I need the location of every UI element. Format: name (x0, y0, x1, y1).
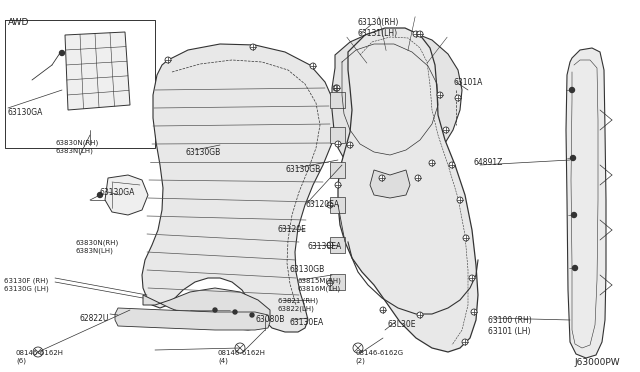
Circle shape (570, 155, 575, 160)
Text: 63830N(RH)
6383N(LH): 63830N(RH) 6383N(LH) (55, 140, 99, 154)
Circle shape (334, 85, 340, 91)
Polygon shape (370, 170, 410, 198)
Polygon shape (115, 308, 270, 330)
Polygon shape (105, 175, 148, 215)
Polygon shape (330, 162, 345, 178)
Circle shape (380, 307, 386, 313)
Circle shape (463, 235, 469, 241)
Circle shape (310, 63, 316, 69)
Text: 63100 (RH)
63101 (LH): 63100 (RH) 63101 (LH) (488, 316, 532, 336)
Circle shape (413, 31, 419, 37)
Text: 63130GA: 63130GA (100, 188, 136, 197)
Circle shape (462, 339, 468, 345)
Circle shape (250, 313, 254, 317)
Text: 63130GB: 63130GB (185, 148, 220, 157)
Polygon shape (332, 30, 462, 178)
Text: 64891Z: 64891Z (473, 158, 502, 167)
Text: AWD: AWD (8, 18, 29, 27)
Circle shape (429, 160, 435, 166)
Circle shape (233, 310, 237, 314)
Circle shape (333, 85, 339, 91)
Circle shape (335, 182, 341, 188)
Circle shape (417, 31, 423, 37)
Circle shape (437, 92, 443, 98)
Polygon shape (330, 237, 345, 253)
Circle shape (327, 280, 333, 286)
Circle shape (415, 175, 421, 181)
Circle shape (97, 192, 102, 198)
Circle shape (60, 51, 65, 55)
Text: 63130EA: 63130EA (290, 318, 324, 327)
Text: 63130GB: 63130GB (290, 265, 325, 274)
Circle shape (379, 175, 385, 181)
Text: 63130F (RH)
63130G (LH): 63130F (RH) 63130G (LH) (4, 278, 49, 292)
Text: 63815M(RH)
63816M(LH): 63815M(RH) 63816M(LH) (297, 278, 341, 292)
Polygon shape (330, 127, 345, 143)
Circle shape (457, 197, 463, 203)
Text: 63101A: 63101A (453, 78, 483, 87)
Circle shape (471, 309, 477, 315)
Polygon shape (330, 92, 345, 108)
Text: 08146-6162H
(4): 08146-6162H (4) (218, 350, 266, 364)
Text: 08146-6162G
(2): 08146-6162G (2) (355, 350, 403, 364)
Circle shape (250, 44, 256, 50)
Text: 08146-6162H
(6): 08146-6162H (6) (16, 350, 64, 364)
Text: 63130GA: 63130GA (8, 108, 44, 117)
Circle shape (443, 127, 449, 133)
Text: J63000PW: J63000PW (574, 358, 620, 367)
Circle shape (449, 162, 455, 168)
Polygon shape (142, 44, 335, 332)
Circle shape (573, 266, 577, 270)
Text: 63130EA: 63130EA (308, 242, 342, 251)
Text: 63130GB: 63130GB (285, 165, 320, 174)
Text: 62822U: 62822U (80, 314, 109, 323)
Circle shape (347, 142, 353, 148)
Circle shape (455, 95, 461, 101)
Text: 63080B: 63080B (255, 315, 284, 324)
Polygon shape (330, 274, 345, 290)
Circle shape (469, 275, 475, 281)
Polygon shape (338, 28, 478, 352)
Text: 63120EA: 63120EA (305, 200, 339, 209)
Text: 63130(RH)
63131(LH): 63130(RH) 63131(LH) (358, 18, 399, 38)
Circle shape (572, 212, 577, 218)
Text: 63120E: 63120E (278, 225, 307, 234)
Text: 63821 (RH)
63822(LH): 63821 (RH) 63822(LH) (278, 298, 318, 312)
Polygon shape (566, 48, 606, 358)
Polygon shape (330, 197, 345, 213)
Circle shape (327, 202, 333, 208)
Circle shape (165, 57, 171, 63)
Circle shape (213, 308, 217, 312)
Polygon shape (65, 32, 130, 110)
Text: 63830N(RH)
6383N(LH): 63830N(RH) 6383N(LH) (75, 240, 118, 254)
Text: 63L30E: 63L30E (388, 320, 417, 329)
Circle shape (417, 312, 423, 318)
Polygon shape (143, 288, 270, 330)
Circle shape (327, 242, 333, 248)
Circle shape (570, 87, 575, 93)
Circle shape (335, 141, 341, 147)
